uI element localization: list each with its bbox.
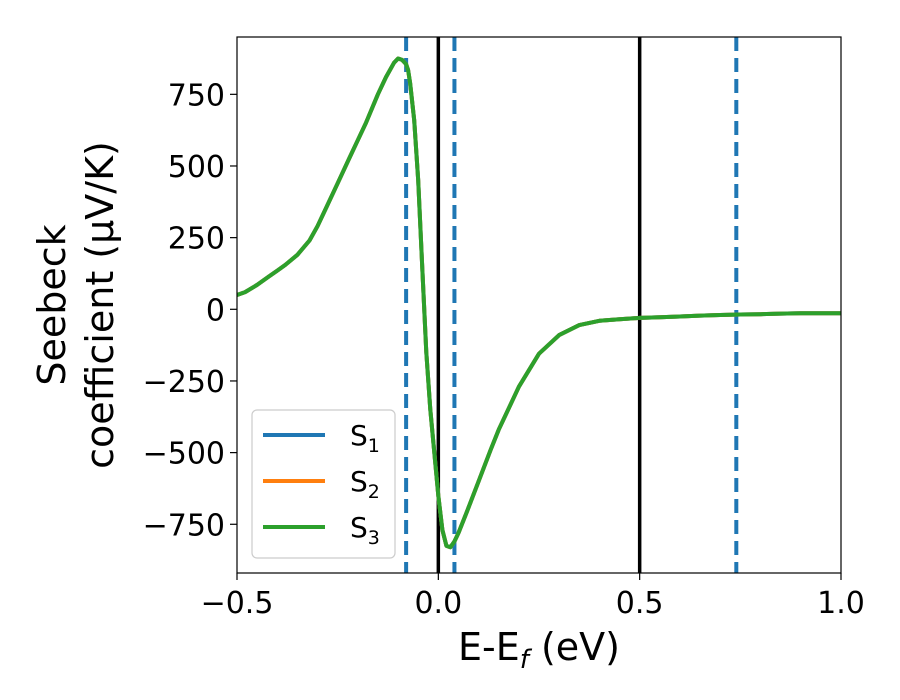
y-tick-label: 0	[206, 293, 225, 328]
y-tick-label: −750	[143, 508, 225, 543]
series-line-s3	[237, 56, 841, 550]
y-tick-label: 750	[168, 78, 225, 113]
y-axis-label-line1: Seebeck	[30, 224, 74, 385]
x-axis-label-main: E-E	[458, 625, 520, 669]
plot-frame	[236, 36, 842, 574]
x-tick-label: 1.0	[817, 586, 865, 621]
legend-box	[251, 409, 396, 559]
plot-area	[237, 37, 841, 573]
y-tick-label: 500	[168, 150, 225, 185]
x-tick-label: 0.0	[414, 586, 462, 621]
x-axis-label-unit: (eV)	[529, 625, 620, 669]
y-axis-label-line2: coefficient (μV/K)	[78, 141, 122, 469]
legend-label-s1: S1	[350, 419, 380, 457]
x-tick-label: −0.5	[201, 586, 274, 621]
x-axis-label: E-Ef (eV)	[458, 625, 620, 675]
y-tick-label: 250	[168, 222, 225, 257]
legend-label-s3: S3	[350, 511, 380, 549]
y-tick-label: −500	[143, 437, 225, 472]
y-tick-label: −250	[143, 365, 225, 400]
x-tick-label: 0.5	[616, 586, 664, 621]
axis-ticks: −0.5 0.0 0.5 1.0 −750 −500 −250 0 250 500 750	[143, 78, 865, 621]
plot-contents	[237, 37, 841, 573]
legend-label-s2: S2	[350, 465, 380, 503]
legend: S1 S2 S3	[251, 409, 396, 559]
